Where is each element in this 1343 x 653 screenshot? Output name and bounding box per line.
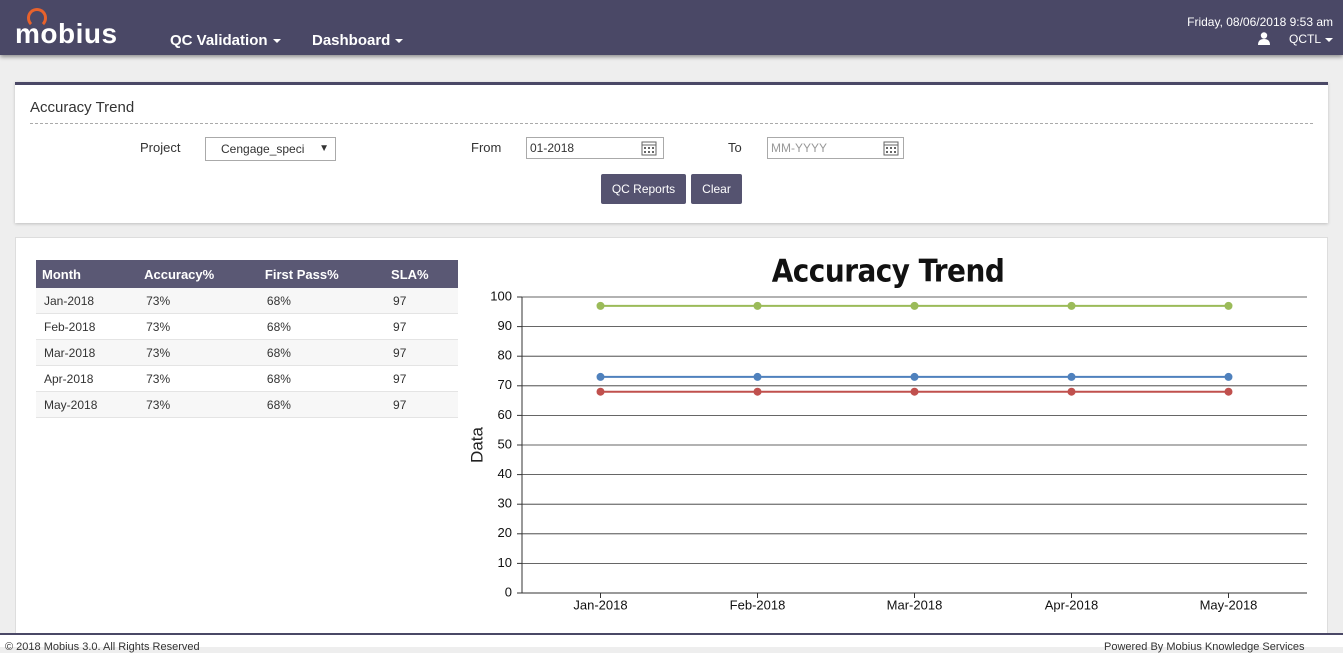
table-row: May-2018 73% 68% 97 — [36, 391, 458, 418]
table-cell: 73% — [138, 313, 259, 340]
panel-title: Accuracy Trend — [30, 99, 135, 116]
table-row: Jan-2018 73% 68% 97 — [36, 288, 458, 314]
data-point — [1067, 372, 1076, 381]
y-tick-label: 10 — [498, 555, 512, 570]
header: mobius QC Validation Dashboard Friday, 0… — [0, 0, 1343, 55]
datetime: Friday, 08/06/2018 9:53 am — [1187, 15, 1333, 29]
input-placeholder: MM-YYYY — [771, 141, 828, 155]
table-cell: 73% — [138, 339, 259, 366]
table-cell: 97 — [385, 313, 458, 340]
nav-item[interactable]: QC Validation — [170, 32, 281, 49]
table-cell: Apr-2018 — [36, 365, 139, 392]
select-value: Cengage_speci — [221, 142, 305, 156]
caret — [1325, 38, 1333, 42]
column-header: Accuracy% — [138, 260, 259, 288]
data-table: Month Accuracy% First Pass% SLA% Jan-2018 73… — [36, 260, 458, 418]
table-cell: 68% — [258, 391, 386, 418]
data-point — [596, 301, 605, 310]
user-icon — [1258, 32, 1270, 45]
data-point — [753, 301, 762, 310]
x-tick-label: Mar-2018 — [887, 597, 943, 612]
y-tick-label: 60 — [498, 407, 512, 422]
table-cell: 97 — [385, 365, 458, 392]
y-tick-label: 70 — [498, 377, 512, 392]
table-cell: 97 — [385, 391, 458, 418]
button[interactable]: QC Reports — [601, 174, 686, 204]
data-point — [1224, 301, 1233, 310]
column-header: SLA% — [385, 260, 458, 288]
y-tick-label: 30 — [498, 496, 512, 511]
label: To — [728, 140, 742, 155]
table-row: Feb-2018 73% 68% 97 — [36, 313, 458, 340]
label: Project — [140, 140, 181, 155]
table-cell: 73% — [138, 365, 259, 392]
y-tick-label: 100 — [490, 288, 512, 303]
user-menu[interactable]: QCTL — [1288, 32, 1321, 46]
y-tick-label: 50 — [498, 436, 512, 451]
chart: Accuracy Trend Data 0 10 20 30 40 50 60 70 80 90 1… — [467, 254, 1307, 612]
logo-mark — [27, 8, 47, 28]
x-tick-label: Apr-2018 — [1045, 597, 1098, 612]
table-cell: 97 — [385, 288, 458, 314]
x-tick-label: May-2018 — [1200, 597, 1258, 612]
project-select[interactable]: Cengage_speci ▼ — [205, 137, 336, 161]
table-cell: 68% — [258, 339, 386, 366]
data-point — [910, 387, 919, 396]
filter-panel: Accuracy Trend Project Cengage_speci ▼ Fr… — [15, 82, 1328, 223]
y-axis-label: Data — [467, 427, 486, 463]
table-cell: 68% — [258, 365, 386, 392]
nav-item[interactable]: Dashboard — [312, 32, 403, 49]
table-cell: May-2018 — [36, 391, 139, 418]
footer-right: Powered By Mobius Knowledge Services — [1104, 641, 1305, 653]
table-cell: Mar-2018 — [36, 339, 139, 366]
chart-title: Accuracy Trend — [772, 254, 1005, 290]
table-cell: 68% — [258, 313, 386, 340]
separator — [30, 123, 1313, 124]
data-point — [910, 372, 919, 381]
calendar-icon[interactable] — [641, 140, 657, 156]
table-cell: 97 — [385, 339, 458, 366]
data-point — [1224, 387, 1233, 396]
table-cell: Feb-2018 — [36, 313, 139, 340]
result-panel: Month Accuracy% First Pass% SLA% Jan-2018 73… — [15, 237, 1328, 634]
button[interactable]: Clear — [691, 174, 742, 204]
data-point — [753, 387, 762, 396]
data-point — [1067, 301, 1076, 310]
table-cell: 73% — [138, 391, 259, 418]
caret: ▼ — [319, 143, 329, 154]
from-input[interactable]: 01-2018 — [526, 137, 664, 159]
to-input[interactable]: MM-YYYY — [767, 137, 904, 159]
table-cell: 68% — [258, 288, 386, 314]
data-point — [1224, 372, 1233, 381]
column-header: Month — [36, 260, 139, 288]
y-tick-label: 80 — [498, 348, 512, 363]
data-point — [1067, 387, 1076, 396]
y-tick-label: 0 — [505, 584, 512, 599]
x-tick-label: Jan-2018 — [573, 597, 627, 612]
column-header: First Pass% — [258, 260, 386, 288]
table-row: Apr-2018 73% 68% 97 — [36, 365, 458, 392]
label: From — [471, 140, 502, 155]
input-value: 01-2018 — [530, 141, 575, 155]
y-tick-label: 20 — [498, 525, 512, 540]
data-point — [596, 387, 605, 396]
data-point — [596, 372, 605, 381]
logo[interactable]: mobius — [15, 18, 118, 49]
table-row: Mar-2018 73% 68% 97 — [36, 339, 458, 366]
footer-left: © 2018 Mobius 3.0. All Rights Reserved — [5, 641, 200, 653]
table-cell: Jan-2018 — [36, 288, 139, 314]
calendar-icon[interactable] — [883, 140, 899, 156]
header-row: Month Accuracy% First Pass% SLA% — [36, 260, 458, 288]
y-tick-label: 90 — [498, 318, 512, 333]
y-tick-label: 40 — [498, 466, 512, 481]
data-point — [753, 372, 762, 381]
table-cell: 73% — [138, 288, 259, 314]
data-point — [910, 301, 919, 310]
x-tick-label: Feb-2018 — [730, 597, 786, 612]
table-body: Jan-2018 73% 68% 97 Feb-2018 73% 68% 97 Mar-2018… — [36, 288, 458, 418]
